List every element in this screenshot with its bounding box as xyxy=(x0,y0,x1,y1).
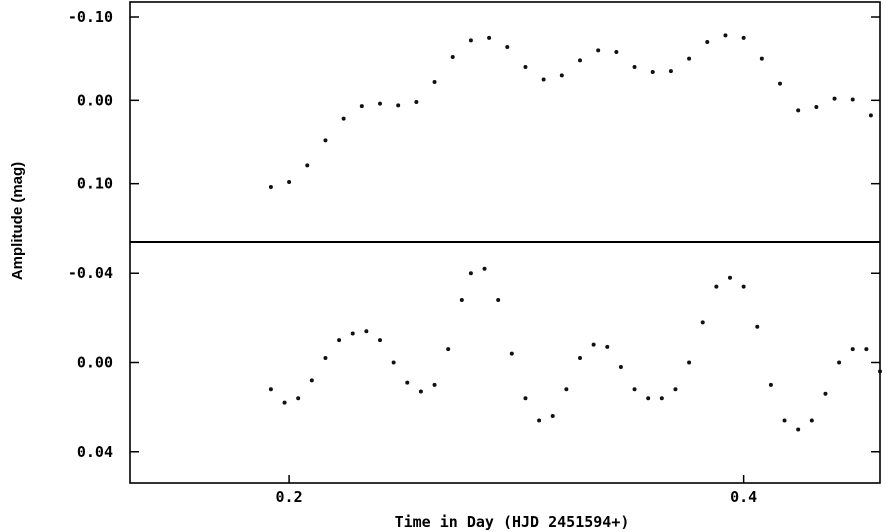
data-point xyxy=(396,103,401,108)
data-point xyxy=(578,58,582,63)
data-point xyxy=(378,338,382,343)
data-point xyxy=(364,329,369,334)
bottom-panel-y-axis: -0.04 0.00 0.04 xyxy=(68,264,880,461)
data-point xyxy=(823,391,828,396)
data-point xyxy=(337,338,342,343)
data-point xyxy=(687,56,692,61)
data-point xyxy=(446,347,451,352)
data-point xyxy=(591,342,596,347)
x-axis-title: Time in Day (HJD 2451594+) xyxy=(395,513,630,531)
data-point xyxy=(809,418,814,423)
data-point xyxy=(578,356,582,361)
data-point xyxy=(687,360,692,365)
data-point xyxy=(487,35,492,40)
bottom-panel-series xyxy=(268,266,882,432)
data-point xyxy=(523,396,528,401)
data-point xyxy=(523,65,528,69)
data-point xyxy=(700,320,705,325)
data-point xyxy=(705,40,710,44)
data-point xyxy=(605,344,610,349)
data-point xyxy=(614,50,619,54)
y-tick-label: -0.10 xyxy=(68,8,113,26)
data-point xyxy=(632,387,637,392)
y-tick-label: 0.04 xyxy=(77,443,113,461)
data-point xyxy=(741,284,746,289)
y-tick-label: -0.04 xyxy=(68,264,113,282)
x-axis: 0.2 0.4 xyxy=(276,475,757,506)
data-point xyxy=(782,418,787,423)
data-point xyxy=(728,275,732,280)
data-point xyxy=(814,105,819,109)
y-tick-label: 0.10 xyxy=(77,175,113,193)
data-point xyxy=(550,414,555,419)
data-point xyxy=(350,331,355,336)
data-point xyxy=(596,48,601,53)
data-point xyxy=(418,389,423,394)
data-point xyxy=(468,38,473,43)
data-point xyxy=(837,360,842,365)
y-axis-title: Amplitude (mag) xyxy=(9,162,26,280)
top-panel-y-axis: -0.10 0.00 0.10 xyxy=(68,8,880,193)
data-point xyxy=(564,387,569,392)
y-tick-label: 0.00 xyxy=(77,354,113,372)
data-point xyxy=(723,33,728,38)
data-point xyxy=(268,185,273,189)
data-point xyxy=(359,104,364,109)
data-point xyxy=(673,387,678,392)
data-point xyxy=(796,427,801,432)
data-point xyxy=(468,271,473,276)
data-point xyxy=(323,138,328,143)
data-point xyxy=(632,65,637,69)
data-point xyxy=(305,163,310,168)
data-point xyxy=(864,347,869,352)
data-point xyxy=(450,55,455,59)
data-point xyxy=(309,378,314,383)
data-point xyxy=(537,418,542,423)
data-point xyxy=(618,364,623,369)
data-point xyxy=(541,77,546,82)
data-point xyxy=(755,324,760,329)
data-point xyxy=(391,360,396,365)
data-point xyxy=(432,80,437,84)
data-point xyxy=(659,396,664,401)
data-point xyxy=(559,73,564,78)
y-tick-label: 0.00 xyxy=(77,91,113,109)
data-point xyxy=(714,284,719,289)
data-point xyxy=(323,356,328,361)
data-point xyxy=(741,35,746,40)
data-point xyxy=(378,101,382,106)
data-point xyxy=(878,369,882,374)
data-point xyxy=(646,396,651,401)
top-panel-series xyxy=(268,33,873,189)
data-point xyxy=(414,100,419,104)
data-point xyxy=(287,180,292,184)
data-point xyxy=(282,400,287,405)
data-point xyxy=(496,298,501,303)
data-point xyxy=(432,382,437,387)
data-point xyxy=(509,351,514,356)
data-point xyxy=(650,70,655,74)
data-point xyxy=(505,45,510,49)
data-point xyxy=(768,382,773,387)
data-point xyxy=(668,69,673,74)
data-point xyxy=(778,81,782,86)
data-point xyxy=(832,96,837,101)
data-point xyxy=(405,380,410,385)
data-point xyxy=(482,266,487,271)
x-tick-label: 0.2 xyxy=(276,488,303,506)
data-point xyxy=(850,97,855,102)
data-point xyxy=(850,347,855,352)
data-point xyxy=(268,387,273,392)
data-point xyxy=(296,396,301,401)
data-point xyxy=(459,298,464,303)
x-tick-label: 0.4 xyxy=(730,488,757,506)
data-point xyxy=(341,116,346,121)
data-point xyxy=(759,56,764,61)
data-point xyxy=(796,108,801,113)
data-point xyxy=(868,113,873,118)
